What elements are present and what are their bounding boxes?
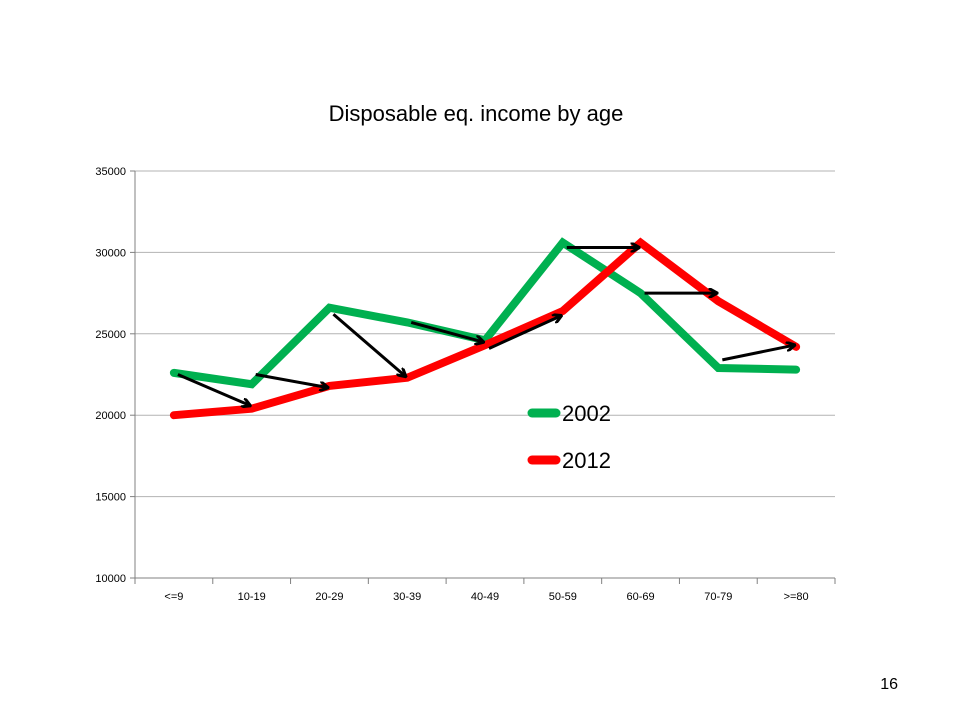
shift-arrows: [177, 248, 794, 406]
y-tick-label: 15000: [95, 492, 126, 504]
legend: 2002 2012: [527, 401, 611, 473]
y-tick-label: 35000: [95, 166, 126, 178]
chart-title: Disposable eq. income by age: [328, 101, 624, 126]
y-tick-label: 25000: [95, 329, 126, 341]
shift-arrow: [177, 373, 250, 406]
page-number: 16: [880, 676, 898, 693]
axes: [130, 170, 836, 584]
x-tick-label: 30-39: [393, 591, 421, 603]
x-tick-label: 70-79: [704, 591, 732, 603]
x-tick-label: 40-49: [471, 591, 499, 603]
y-tick-label: 10000: [95, 573, 126, 585]
x-tick-label: 50-59: [549, 591, 577, 603]
x-tick-label: 10-19: [238, 591, 266, 603]
y-tick-label: 30000: [95, 247, 126, 259]
x-tick-label: 60-69: [626, 591, 654, 603]
x-tick-label: 20-29: [315, 591, 343, 603]
shift-arrow: [722, 345, 794, 362]
shift-arrow: [410, 320, 483, 342]
shift-arrow: [332, 313, 405, 376]
tick-labels: 10000 15000 20000 25000 30000 35000 <=9 10-19 20…: [95, 166, 808, 603]
legend-label-2002: 2002: [562, 401, 611, 426]
shift-arrow: [255, 373, 328, 388]
grid-lines: [135, 170, 835, 498]
legend-label-2012: 2012: [562, 448, 611, 473]
series-line-2012: [169, 237, 801, 420]
x-tick-label: >=80: [784, 591, 809, 603]
x-tick-label: <=9: [164, 591, 183, 603]
y-tick-label: 20000: [95, 410, 126, 422]
shift-arrow: [488, 316, 561, 350]
series-lines: [169, 237, 801, 420]
series-line-2002: [169, 237, 801, 389]
